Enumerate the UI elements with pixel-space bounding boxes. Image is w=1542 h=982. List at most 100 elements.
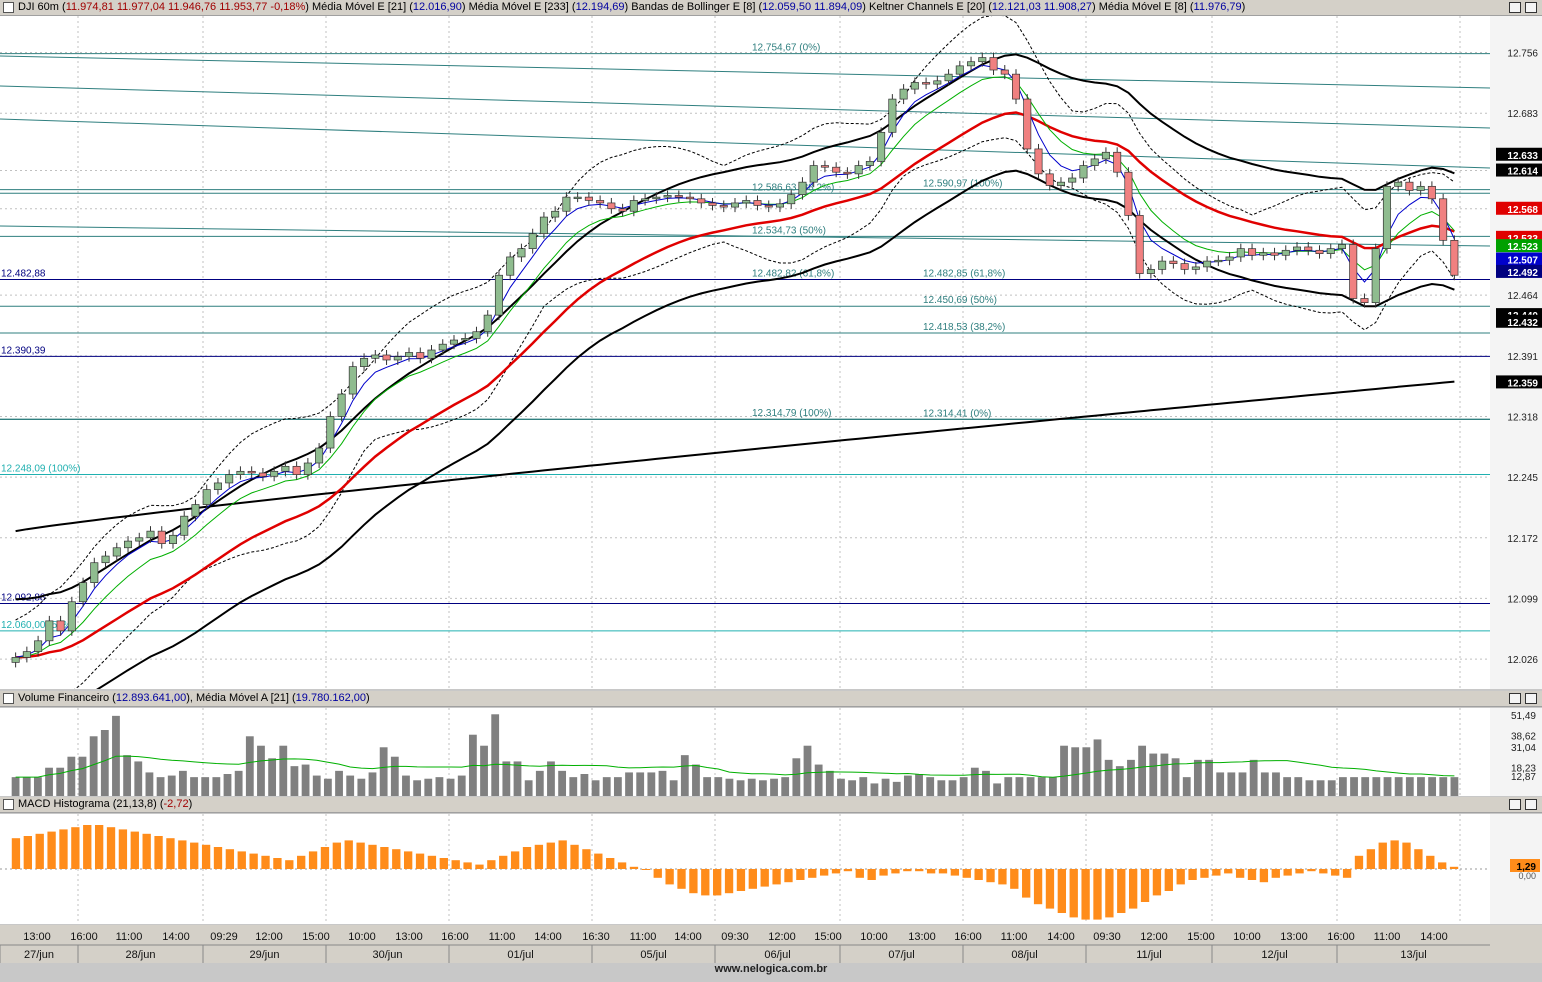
candle-body — [775, 203, 784, 208]
candle-body — [124, 540, 133, 549]
macd-chart[interactable]: 1,290,00 — [0, 814, 1542, 924]
price-tag-box — [1496, 163, 1542, 177]
time-tick-label: 16:00 — [70, 931, 98, 943]
macd-bar — [225, 849, 235, 869]
pane-checkbox[interactable] — [3, 2, 14, 13]
candle-body — [708, 202, 717, 206]
ema233-label: Média Móvel E [233] — [468, 1, 569, 13]
level-label: 12.482,82 (61,8%) — [752, 269, 834, 280]
volume-bar — [1015, 777, 1024, 796]
candle-body — [1090, 158, 1099, 166]
candle-body — [393, 356, 402, 361]
candle-body — [270, 470, 279, 477]
macd-bar — [427, 855, 437, 869]
volume-bar — [1428, 777, 1437, 796]
price-chart[interactable]: 12.754,67 (0%) 12.586,63 (38,2%) 12.534,73… — [0, 14, 1542, 717]
volume-bar — [524, 780, 533, 796]
price-tag-label: 12.523 — [1507, 242, 1538, 253]
volume-pane[interactable]: 51,49 38,62 31,04 18,23 12,87 — [0, 708, 1542, 796]
price-tick-label: 12.683 — [1507, 109, 1538, 120]
volume-bar — [1260, 772, 1269, 796]
candle-body — [1270, 252, 1279, 256]
level-label: 12.060,00 (50%) — [1, 620, 75, 631]
macd-bar — [237, 851, 246, 869]
macd-bar — [47, 831, 56, 869]
volume-bar — [1048, 777, 1057, 796]
close-icon[interactable] — [1525, 693, 1537, 704]
volume-bar — [201, 777, 210, 796]
macd-bar — [962, 869, 971, 878]
candle-body — [629, 200, 638, 212]
volume-bar — [346, 775, 355, 796]
candle-body — [967, 61, 976, 67]
price-tick-label: 12.245 — [1507, 473, 1538, 484]
macd-bar — [1414, 849, 1423, 869]
volume-value: 12.893.641,00 — [115, 692, 187, 704]
macd-bar — [1212, 869, 1221, 876]
volume-bar — [781, 777, 790, 796]
macd-zero-label: 0,00 — [1518, 871, 1536, 881]
volume-bar — [993, 783, 1002, 796]
macd-bar — [665, 869, 674, 885]
pane-checkbox[interactable] — [3, 693, 14, 704]
time-tick-label: 11:00 — [630, 931, 657, 943]
volume-bar — [948, 780, 957, 796]
macd-bar — [1152, 869, 1162, 896]
candle-body — [697, 198, 706, 204]
close-icon[interactable] — [1525, 799, 1537, 810]
candle-body — [146, 530, 155, 539]
volume-tick-label: 51,49 — [1511, 711, 1536, 722]
volume-bar — [1450, 777, 1459, 796]
macd-pane[interactable]: 1,29 0,00 — [0, 814, 1542, 924]
time-tick-label: 16:00 — [1327, 931, 1355, 943]
time-tick-label: 15:00 — [302, 931, 330, 943]
macd-bar — [11, 838, 21, 869]
time-tick-label: 13:00 — [1280, 931, 1308, 943]
macd-bar — [570, 844, 579, 869]
volume-bar — [1093, 739, 1102, 796]
ohlc-values: 11.974,81 11.977,04 11.946,76 11.953,77 … — [65, 1, 306, 13]
volume-bar — [1082, 747, 1091, 796]
macd-bar — [915, 869, 924, 872]
macd-bar — [487, 860, 496, 869]
price-pane[interactable]: 12.754,67 (0%) 12.586,63 (38,2%) 12.534,73… — [0, 14, 1542, 717]
macd-bar — [118, 829, 128, 869]
macd-bar — [1117, 869, 1126, 913]
candle-body — [483, 314, 492, 333]
macd-bar — [368, 844, 377, 869]
volume-bar — [547, 761, 555, 796]
price-tag-label: 12.507 — [1507, 255, 1538, 266]
level-label: 12.314,79 (100%) — [752, 408, 832, 419]
footer-url[interactable]: www.nelogica.com.br — [0, 963, 1542, 982]
candle-body — [45, 620, 54, 642]
volume-bar — [424, 778, 433, 796]
volume-bar — [1417, 777, 1425, 796]
volume-bar — [837, 778, 845, 796]
macd-bar — [1438, 862, 1447, 869]
candle-body — [865, 161, 874, 166]
macd-bar — [1128, 869, 1138, 909]
bollinger-upper-line — [15, 14, 1455, 621]
volume-bar — [502, 761, 511, 796]
maximize-icon[interactable] — [1509, 2, 1521, 13]
volume-bar — [613, 777, 622, 796]
price-tag-label: 12.633 — [1507, 151, 1538, 162]
volume-bar — [56, 767, 65, 796]
volume-label: Volume Financeiro — [18, 692, 110, 704]
candle-body — [315, 447, 324, 464]
candle-body — [933, 80, 942, 85]
maximize-icon[interactable] — [1509, 693, 1521, 704]
date-label: 08/jul — [1011, 949, 1037, 961]
macd-bar — [1390, 840, 1399, 869]
time-tick-label: 14:00 — [1047, 931, 1075, 943]
maximize-icon[interactable] — [1509, 799, 1521, 810]
macd-bar — [713, 869, 722, 896]
macd-bar — [297, 855, 306, 869]
close-icon[interactable] — [1525, 2, 1537, 13]
candle-body — [382, 354, 391, 361]
pane-checkbox[interactable] — [3, 799, 14, 810]
macd-bar — [1176, 869, 1185, 885]
volume-bar — [89, 736, 98, 796]
candle-body — [371, 354, 380, 359]
